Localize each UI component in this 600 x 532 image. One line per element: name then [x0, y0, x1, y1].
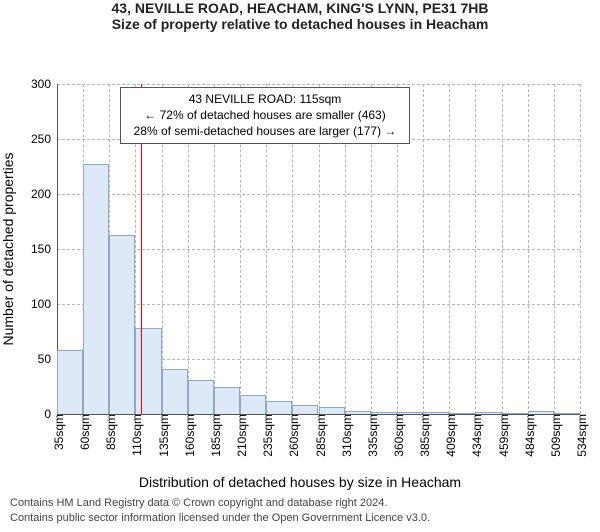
gridline-vertical	[449, 84, 450, 414]
histogram-bar	[266, 401, 292, 414]
x-tick-label: 409sqm	[440, 414, 458, 457]
histogram-bar	[397, 412, 423, 414]
y-axis-title: Number of detached properties	[0, 153, 16, 346]
x-tick-label: 235sqm	[257, 414, 275, 457]
histogram-bar	[135, 328, 161, 414]
y-tick-label: 200	[31, 187, 57, 201]
page-title: 43, NEVILLE ROAD, HEACHAM, KING'S LYNN, …	[0, 0, 600, 16]
x-axis-title: Distribution of detached houses by size …	[0, 474, 600, 490]
footer-line-1: Contains HM Land Registry data © Crown c…	[10, 496, 590, 511]
histogram-bar	[214, 387, 240, 415]
x-tick-label: 310sqm	[336, 414, 354, 457]
x-tick-label: 534sqm	[571, 414, 589, 457]
annotation-line: 28% of semi-detached houses are larger (…	[127, 123, 403, 139]
footer-attribution: Contains HM Land Registry data © Crown c…	[0, 490, 600, 532]
y-tick-label: 100	[31, 297, 57, 311]
x-axis-line	[57, 414, 580, 415]
x-tick-label: 160sqm	[179, 414, 197, 457]
annotation-line: 43 NEVILLE ROAD: 115sqm	[127, 91, 403, 107]
gridline-vertical	[423, 84, 424, 414]
histogram-bar	[475, 412, 501, 414]
x-tick-label: 135sqm	[153, 414, 171, 457]
histogram-bar	[240, 395, 266, 414]
histogram-bar	[528, 411, 554, 414]
x-tick-label: 210sqm	[231, 414, 249, 457]
x-tick-label: 185sqm	[205, 414, 223, 457]
x-tick-label: 60sqm	[74, 414, 92, 450]
x-tick-label: 110sqm	[126, 414, 144, 456]
x-tick-label: 484sqm	[519, 414, 537, 457]
histogram-bar	[162, 369, 188, 414]
y-tick-label: 50	[38, 352, 57, 366]
x-tick-label: 434sqm	[466, 414, 484, 457]
gridline-vertical	[554, 84, 555, 414]
gridline-vertical	[580, 84, 581, 414]
histogram-bar	[423, 412, 449, 414]
histogram-bar	[345, 411, 371, 414]
histogram-bar	[371, 412, 397, 414]
histogram-bar	[109, 235, 135, 414]
x-tick-label: 85sqm	[100, 414, 118, 450]
histogram-bar	[319, 407, 345, 414]
gridline-vertical	[475, 84, 476, 414]
histogram-chart: Number of detached properties 0501001502…	[0, 32, 600, 474]
histogram-bar	[292, 405, 318, 414]
histogram-bar	[554, 413, 580, 414]
x-tick-label: 285sqm	[310, 414, 328, 457]
x-tick-label: 35sqm	[48, 414, 66, 450]
x-tick-label: 260sqm	[283, 414, 301, 457]
gridline-vertical	[528, 84, 529, 414]
footer-line-2: Contains public sector information licen…	[10, 511, 590, 526]
annotation-line: ← 72% of detached houses are smaller (46…	[127, 107, 403, 123]
x-tick-label: 385sqm	[414, 414, 432, 457]
x-tick-label: 360sqm	[388, 414, 406, 457]
histogram-bar	[502, 413, 528, 414]
gridline-vertical	[502, 84, 503, 414]
histogram-bar	[188, 380, 214, 414]
page-subtitle: Size of property relative to detached ho…	[0, 16, 600, 32]
x-tick-label: 335sqm	[362, 414, 380, 457]
x-tick-label: 509sqm	[545, 414, 563, 457]
histogram-bar	[83, 164, 109, 414]
annotation-callout: 43 NEVILLE ROAD: 115sqm← 72% of detached…	[120, 87, 410, 144]
y-tick-label: 250	[31, 132, 57, 146]
y-tick-label: 150	[31, 242, 57, 256]
x-tick-label: 459sqm	[493, 414, 511, 457]
histogram-bar	[449, 413, 475, 414]
histogram-bar	[57, 350, 83, 414]
y-tick-label: 300	[31, 77, 57, 91]
